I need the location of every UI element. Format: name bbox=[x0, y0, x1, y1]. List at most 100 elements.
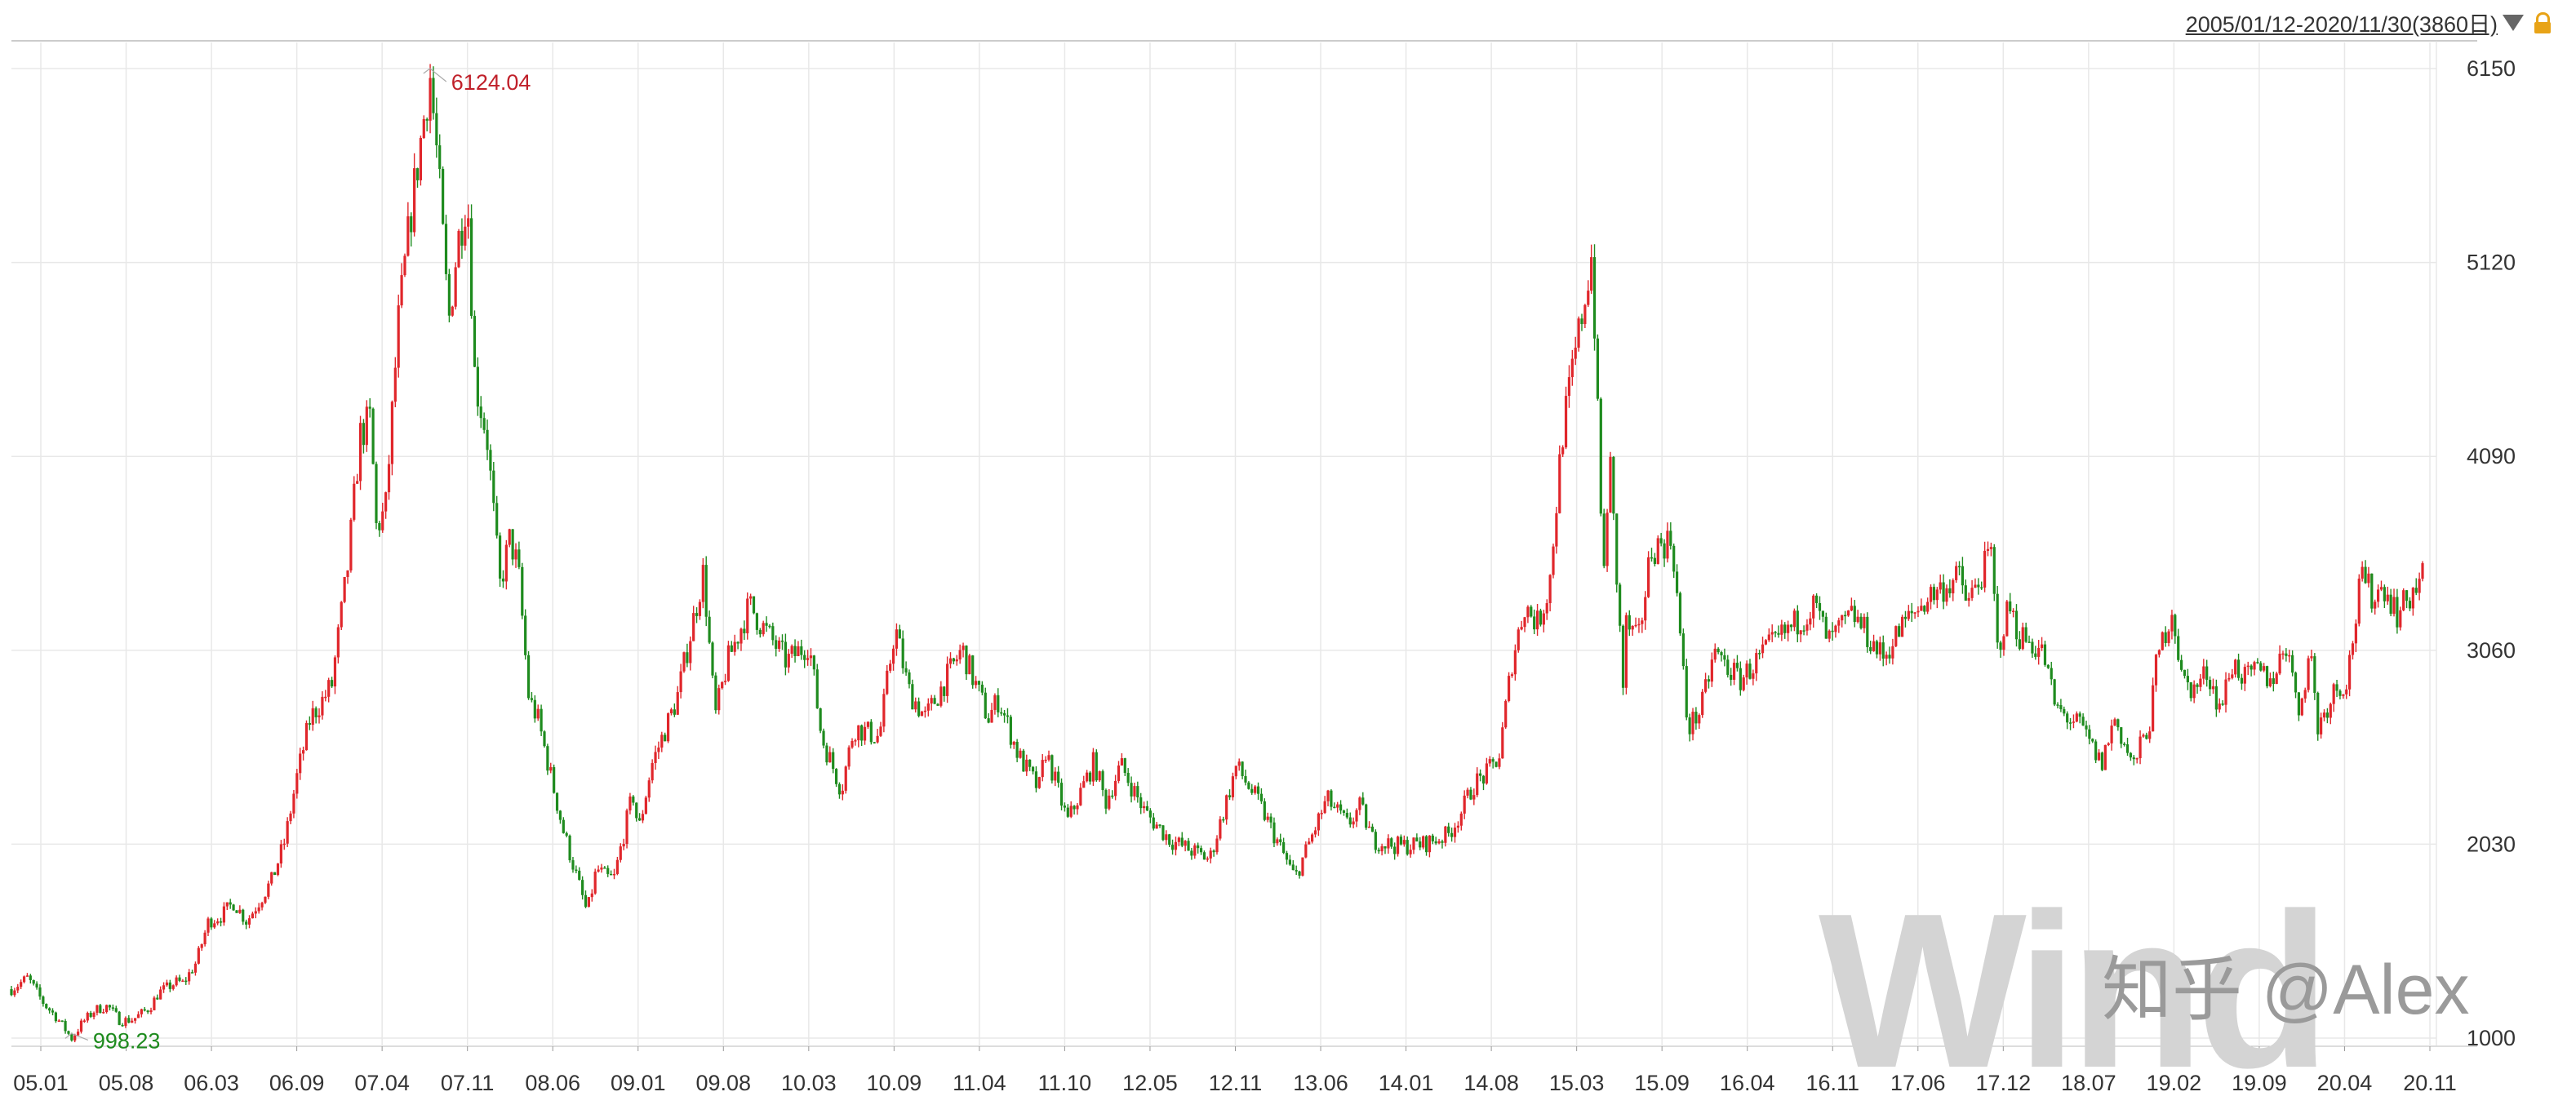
candle-body bbox=[743, 628, 746, 634]
candle-body bbox=[1621, 625, 1625, 688]
candle-body bbox=[1916, 610, 1920, 613]
candle-body bbox=[2243, 667, 2246, 684]
candle-body bbox=[1453, 828, 1457, 837]
candle-body bbox=[406, 216, 410, 256]
candle-body bbox=[2157, 650, 2161, 655]
candle-body bbox=[746, 598, 749, 634]
candle-body bbox=[1406, 840, 1409, 854]
candle-body bbox=[993, 695, 997, 710]
candle-body bbox=[1859, 616, 1863, 628]
candle-body bbox=[511, 529, 514, 560]
candle-body bbox=[1434, 841, 1437, 844]
candle-body bbox=[438, 145, 442, 170]
date-range-selector[interactable]: 2005/01/12-2020/11/30(3860日) bbox=[2186, 7, 2552, 38]
candle-body bbox=[1698, 715, 1701, 724]
candle-body bbox=[1365, 804, 1368, 828]
candle-body bbox=[247, 918, 251, 925]
candle-body bbox=[413, 168, 416, 233]
candle-body bbox=[444, 224, 448, 274]
candle-body bbox=[1367, 826, 1371, 828]
candle-body bbox=[1628, 615, 1631, 630]
candle-body bbox=[251, 913, 254, 919]
candle-body bbox=[1624, 615, 1628, 688]
candle-body bbox=[1653, 557, 1656, 565]
candle-body bbox=[299, 753, 302, 774]
candle-body bbox=[1323, 801, 1326, 814]
candle-body bbox=[2027, 641, 2031, 643]
candle-body bbox=[1463, 795, 1466, 814]
candle-body bbox=[2320, 717, 2323, 735]
candle-body bbox=[1983, 550, 1987, 588]
candle-body bbox=[2272, 678, 2275, 685]
lock-icon[interactable] bbox=[2534, 11, 2552, 33]
candle-body bbox=[1234, 766, 1237, 777]
candle-body bbox=[140, 1009, 143, 1014]
candle-body bbox=[2208, 680, 2212, 690]
candle-body bbox=[1495, 761, 1498, 767]
candle-body bbox=[2307, 658, 2310, 690]
candle-body bbox=[25, 975, 29, 977]
candle-body bbox=[565, 832, 568, 836]
candle-body bbox=[207, 918, 210, 933]
candle-body bbox=[282, 843, 286, 845]
candle-body bbox=[1606, 513, 1609, 566]
candle-body bbox=[188, 972, 191, 982]
x-tick-label: 20.04 bbox=[2317, 1071, 2373, 1095]
candle-body bbox=[536, 708, 540, 719]
candle-body bbox=[1815, 595, 1819, 603]
candle-body bbox=[708, 616, 711, 643]
candle-body bbox=[1818, 602, 1822, 611]
candle-body bbox=[400, 275, 403, 306]
candle-body bbox=[1424, 836, 1428, 853]
candle-body bbox=[1415, 837, 1419, 842]
candle-body bbox=[1301, 857, 1304, 876]
low-annotation: 998.23 bbox=[93, 1028, 161, 1053]
candle-body bbox=[886, 670, 889, 695]
dropdown-triangle-icon[interactable] bbox=[2503, 14, 2524, 31]
candle-body bbox=[549, 767, 553, 771]
candle-body bbox=[524, 615, 527, 655]
candle-body bbox=[1758, 653, 1761, 655]
candle-body bbox=[2174, 615, 2177, 637]
candle-body bbox=[1612, 456, 1615, 514]
candle-body bbox=[1047, 755, 1050, 760]
candle-body bbox=[2335, 684, 2338, 691]
candle-body bbox=[1735, 663, 1739, 668]
candle-body bbox=[1685, 666, 1688, 718]
candle-body bbox=[2009, 601, 2012, 612]
candle-body bbox=[771, 626, 775, 641]
watermark-credit: 知乎 @Alex bbox=[2102, 951, 2470, 1029]
candle-body bbox=[1533, 616, 1536, 630]
candle-body bbox=[2374, 601, 2377, 609]
candle-body bbox=[521, 566, 524, 616]
candle-body bbox=[622, 843, 625, 847]
candle-body bbox=[980, 684, 984, 693]
candle-body bbox=[1872, 641, 1876, 651]
candle-body bbox=[612, 873, 616, 876]
date-range-text[interactable]: 2005/01/12-2020/11/30(3860日) bbox=[2185, 12, 2498, 37]
x-tick-label: 18.07 bbox=[2061, 1071, 2116, 1095]
candle-body bbox=[1025, 759, 1028, 772]
candle-body bbox=[276, 863, 280, 876]
candle-body bbox=[2037, 648, 2041, 657]
candle-body bbox=[1856, 616, 1859, 623]
candle-body bbox=[197, 948, 200, 964]
candle-body bbox=[2332, 684, 2335, 704]
candle-body bbox=[1215, 838, 1219, 853]
candle-body bbox=[1824, 616, 1828, 639]
candle-body bbox=[806, 658, 810, 660]
candle-body bbox=[1878, 642, 1881, 655]
candle-body bbox=[1308, 841, 1311, 845]
candle-body bbox=[1967, 597, 1970, 601]
candle-body bbox=[987, 718, 990, 723]
candle-body bbox=[2107, 743, 2110, 745]
candle-body bbox=[190, 972, 194, 974]
candle-body bbox=[1900, 616, 1904, 637]
candle-body bbox=[2094, 741, 2098, 761]
candle-body bbox=[2361, 566, 2364, 579]
candle-body bbox=[1272, 822, 1276, 844]
candle-body bbox=[451, 306, 454, 316]
candle-body bbox=[1707, 679, 1711, 682]
candle-body bbox=[498, 535, 502, 579]
x-tick-label: 12.05 bbox=[1122, 1071, 1178, 1095]
